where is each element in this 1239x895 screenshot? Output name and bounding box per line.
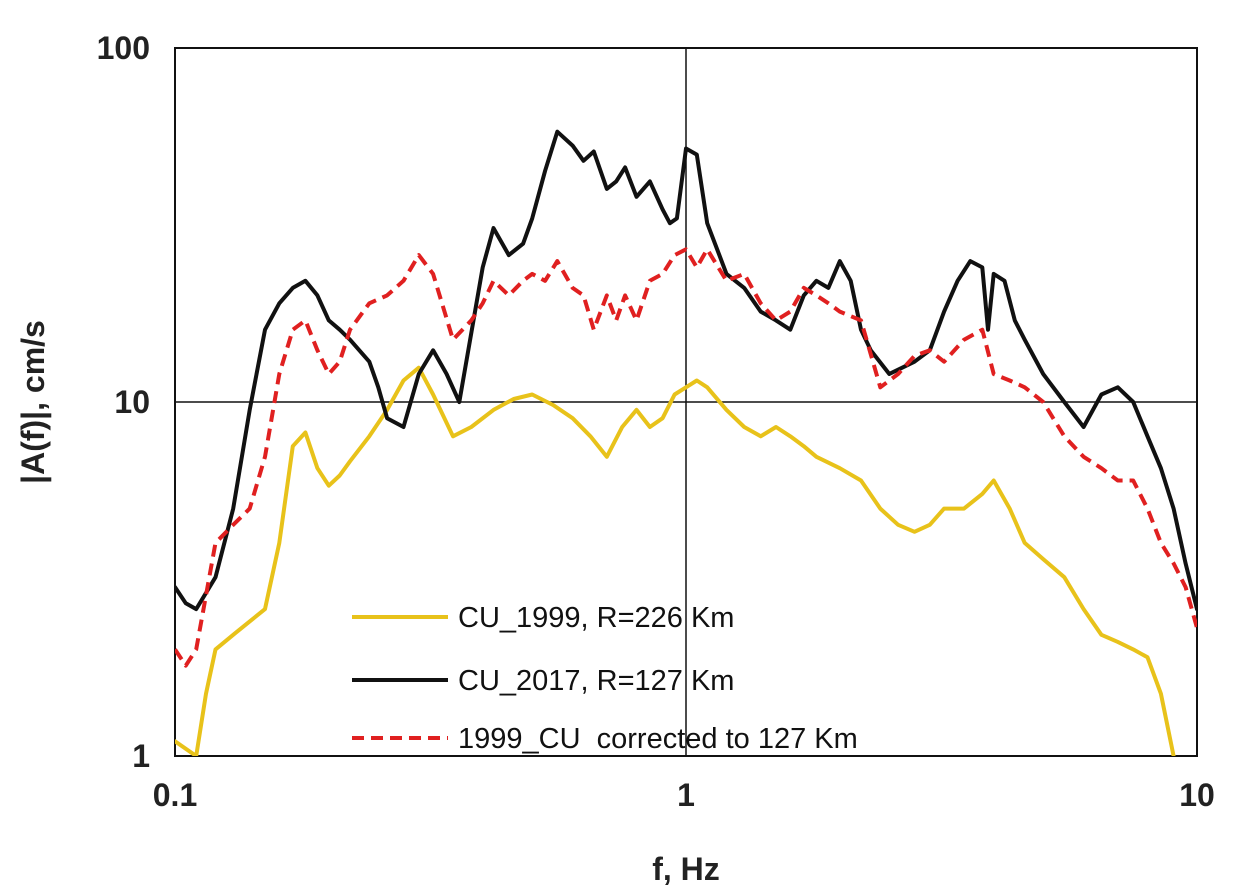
plot-area <box>174 47 1198 757</box>
x-axis-title: f, Hz <box>652 851 720 887</box>
series-line-3 <box>175 247 1197 668</box>
grid-lines <box>175 48 1197 756</box>
series-line-1 <box>175 365 1176 756</box>
legend-label-2: CU_2017, R=127 Km <box>458 665 734 697</box>
x-tick-label: 0.1 <box>153 777 197 813</box>
x-tick-labels: 0.1 1 10 <box>153 777 1215 813</box>
legend-label-1: CU_1999, R=226 Km <box>458 602 734 634</box>
y-tick-label: 10 <box>114 384 150 420</box>
y-tick-label: 1 <box>132 738 150 774</box>
x-tick-label: 10 <box>1179 777 1215 813</box>
legend-label-3: 1999_CU corrected to 127 Km <box>458 723 858 755</box>
y-tick-label: 100 <box>97 30 150 66</box>
x-tick-label: 1 <box>677 777 695 813</box>
legend: CU_1999, R=226 Km CU_2017, R=127 Km 1999_C… <box>352 602 858 755</box>
y-axis-title: |A(f)|, cm/s <box>15 320 51 484</box>
series-layer <box>175 129 1197 756</box>
y-tick-labels: 1 10 100 <box>97 30 150 774</box>
